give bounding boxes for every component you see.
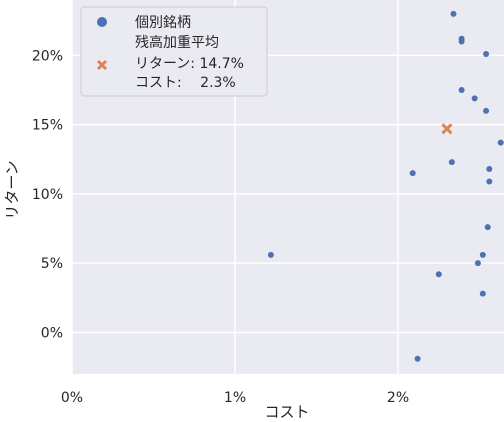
y-tick-label: 15% [32,118,63,134]
stock-point [458,87,465,94]
y-axis-label: リターン [3,160,21,219]
legend-label-stocks: 個別銘柄 [135,15,191,31]
stock-point [483,51,490,58]
y-tick-label: 5% [41,256,63,272]
stock-point [435,271,442,278]
x-tick-labels: 0% 1% 2% [61,390,409,406]
stock-point [479,251,486,258]
y-tick-labels: 0% 5% 10% 15% 20% [32,48,63,341]
stock-point [471,95,478,102]
x-tick-label: 0% [61,390,83,406]
stock-point [267,251,274,258]
stock-point [450,10,457,17]
stock-point [479,290,486,297]
x-axis-label: コスト [264,403,309,421]
y-tick-label: 20% [32,48,63,64]
legend-box [80,6,268,97]
data-points [267,10,504,362]
stock-point [414,355,421,362]
legend-label-weighted-return: リターン: 14.7% [135,56,244,72]
legend-marker-stocks [97,17,107,27]
stock-point [497,139,504,146]
legend-label-weighted-average: 残高加重平均 [135,34,219,51]
x-tick-label: 2% [387,390,409,406]
stock-point [448,159,455,166]
stock-point [486,165,493,172]
stock-point [486,178,493,185]
stock-point [409,170,416,177]
x-tick-label: 1% [224,390,246,406]
y-tick-label: 10% [32,187,63,203]
weighted-average-point [441,123,453,135]
stock-point [458,38,465,45]
stock-point [474,260,481,267]
legend: 個別銘柄 残高加重平均 リターン: 14.7% コスト: 2.3% [80,6,268,97]
legend-marker-weighted-average [96,59,108,71]
y-tick-label: 0% [41,325,63,341]
stock-point [484,224,491,231]
stock-point [483,107,490,114]
legend-label-weighted-cost: コスト: 2.3% [135,75,236,91]
